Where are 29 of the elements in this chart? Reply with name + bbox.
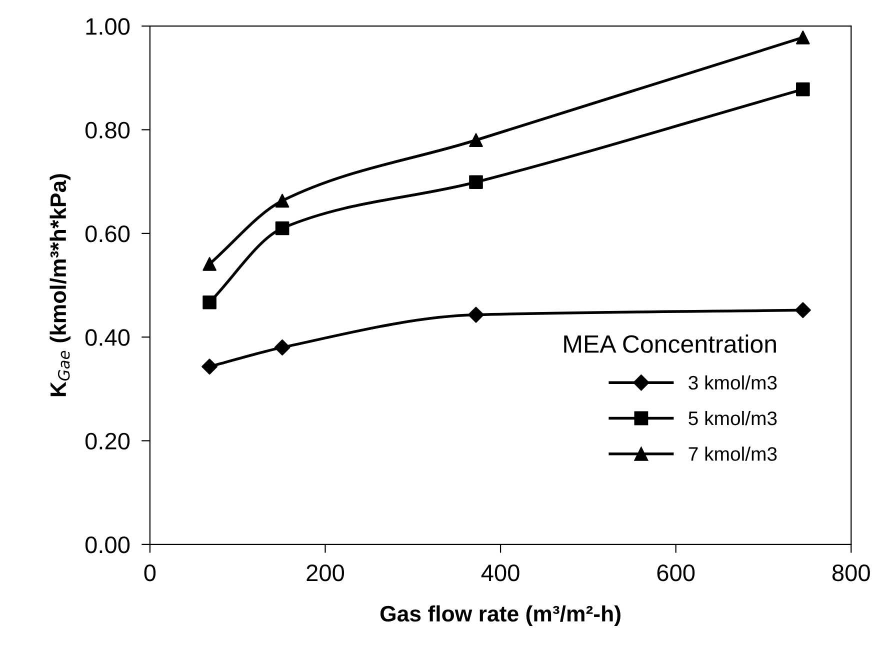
- x-tick-label: 600: [657, 564, 695, 582]
- x-tick-label: 800: [832, 564, 870, 582]
- point: [796, 30, 810, 44]
- legend-title: MEA Concentration: [564, 334, 776, 353]
- x-tick-label: 0: [144, 564, 156, 582]
- y-tick-label: 0.60: [85, 225, 130, 242]
- point: [275, 194, 290, 208]
- legend-label: 5 kmol/m3: [688, 410, 777, 426]
- legend-label: 3 kmol/m3: [688, 375, 777, 390]
- y-tick-label: 0.40: [85, 329, 130, 346]
- x-tick-label: 200: [306, 564, 344, 582]
- point: [202, 295, 216, 310]
- y-tick-label: 0.80: [85, 122, 130, 139]
- point: [202, 358, 218, 375]
- x-axis-title: Gas flow rate (m³/m²-h): [380, 605, 620, 626]
- point: [796, 82, 810, 96]
- point: [469, 175, 483, 190]
- point: [275, 221, 290, 236]
- y-tick-label: 0.20: [85, 432, 130, 450]
- point: [274, 339, 290, 356]
- point: [202, 257, 216, 271]
- y-tick-label: 0.00: [85, 536, 130, 554]
- point: [469, 133, 483, 148]
- point: [468, 306, 484, 323]
- y-tick-label: 1.00: [86, 18, 130, 35]
- legend-label: 7 kmol/m3: [688, 446, 777, 461]
- point: [794, 302, 811, 318]
- x-tick-label: 400: [481, 564, 520, 582]
- y-axis-title: K$_{Gae}$ (kmol/m³*h*kPa): [50, 174, 70, 396]
